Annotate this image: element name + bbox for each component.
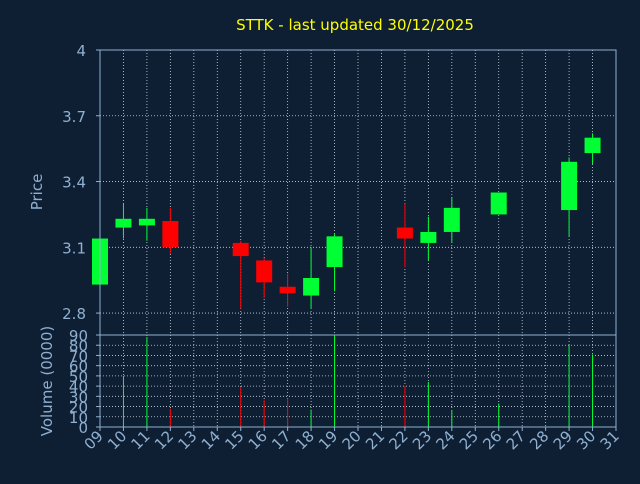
volume-ytick-label: 10 — [69, 409, 88, 427]
candle-body — [443, 207, 460, 232]
chart-title: STTK - last updated 30/12/2025 — [236, 16, 474, 34]
x-tick-label: 11 — [128, 427, 154, 453]
candle-body — [326, 236, 343, 268]
x-tick-label: 18 — [292, 427, 318, 453]
candle-body — [490, 192, 507, 215]
volume-ytick-label: 40 — [69, 378, 88, 396]
x-tick-label: 10 — [104, 427, 130, 453]
price-panel: 2.8 3.1 3.4 3.7 4 — [62, 42, 617, 336]
candle-body — [138, 218, 155, 226]
price-axis-label: Price — [28, 174, 46, 211]
candle-body — [232, 242, 249, 257]
x-tick-label: 25 — [456, 427, 482, 453]
candle-body — [256, 260, 273, 283]
volume-axis-label: Volume (0000) — [38, 326, 56, 436]
price-ytick-label: 3.1 — [62, 239, 86, 257]
x-tick-label: 13 — [174, 427, 200, 453]
x-tick-label: 15 — [221, 427, 247, 453]
x-tick-label: 30 — [573, 427, 599, 453]
x-tick-label: 20 — [339, 427, 365, 453]
price-ytick-label: 2.8 — [62, 305, 86, 323]
volume-ytick-label: 50 — [69, 368, 88, 386]
x-tick-label: 29 — [550, 427, 576, 453]
volume-ytick-label: 70 — [69, 347, 88, 365]
x-axis-label: Day — [333, 458, 363, 476]
candle-body — [584, 137, 601, 154]
x-tick-label: 22 — [386, 427, 412, 453]
x-tick-label: 12 — [151, 427, 177, 453]
x-tick-label: 16 — [245, 427, 271, 453]
candle-body — [396, 227, 413, 239]
x-tick-label: 26 — [479, 427, 505, 453]
x-tick-label: 17 — [268, 427, 294, 453]
volume-ytick-label: 20 — [69, 399, 88, 417]
volume-ytick-label: 30 — [69, 388, 88, 406]
x-tick-label: 21 — [362, 427, 388, 453]
volume-ytick-label: 90 — [69, 327, 88, 345]
candle-body — [561, 161, 578, 211]
candle-body — [279, 286, 296, 294]
x-tick-label: 31 — [597, 427, 623, 453]
candle-body — [420, 231, 437, 243]
candle-body — [115, 218, 132, 228]
x-axis: 0910111213141516171819202122232425262728… — [81, 427, 623, 453]
candle-body — [162, 221, 179, 248]
x-tick-label: 28 — [526, 427, 552, 453]
x-tick-label: 23 — [409, 427, 435, 453]
volume-ytick-label: 0 — [78, 419, 88, 437]
price-ytick-label: 3.4 — [62, 174, 86, 192]
x-tick-label: 14 — [198, 427, 224, 453]
x-tick-label: 27 — [503, 427, 529, 453]
x-tick-label: 19 — [315, 427, 341, 453]
price-ytick-label: 3.7 — [62, 108, 86, 126]
volume-ytick-label: 80 — [69, 337, 88, 355]
candle-body — [303, 278, 320, 296]
price-ytick-label: 4 — [76, 42, 86, 60]
x-tick-label: 24 — [432, 427, 458, 453]
volume-ytick-label: 60 — [69, 358, 88, 376]
